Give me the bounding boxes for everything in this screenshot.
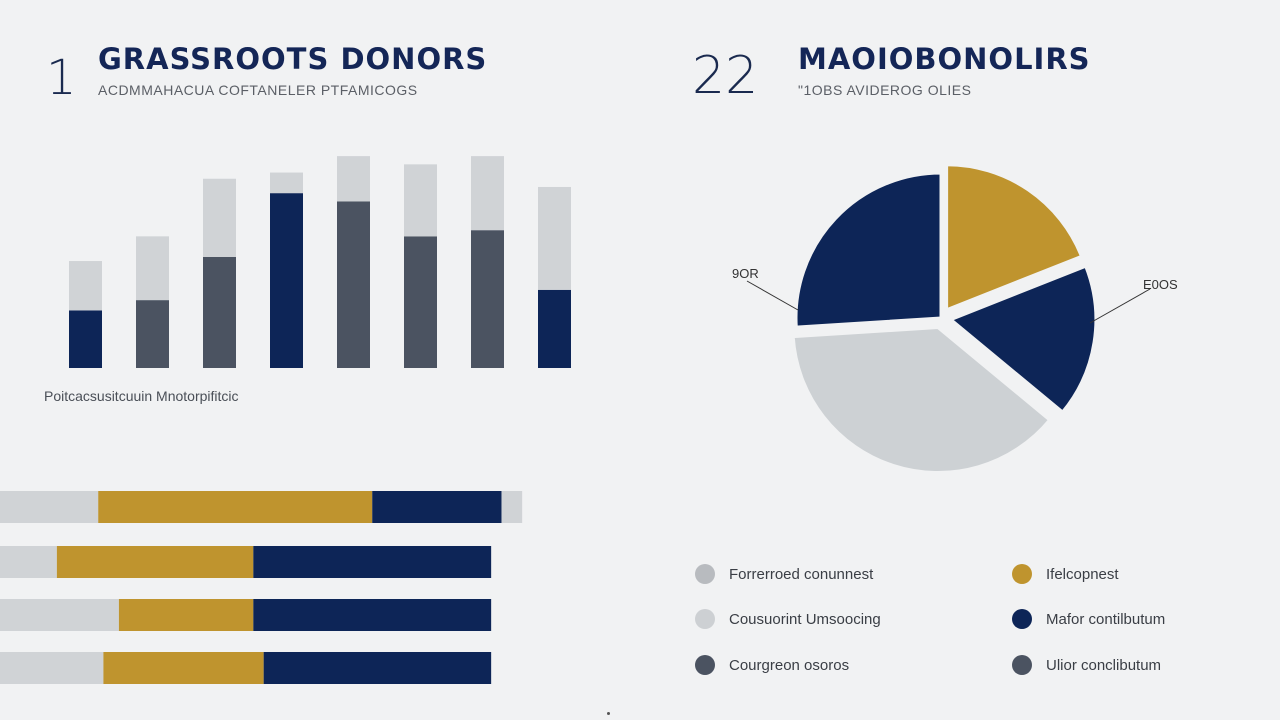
- panel1-number: 1: [46, 50, 77, 106]
- legend-swatch-3: [1012, 609, 1032, 629]
- hbar-segment: [0, 599, 119, 631]
- legend-item: Ulior conclibutum: [1012, 655, 1161, 675]
- legend-swatch-2: [695, 609, 715, 629]
- hbar-segment: [56, 546, 254, 578]
- hbar-segment: [98, 491, 373, 523]
- pie-label-left: 9OR: [732, 266, 759, 281]
- pie-slice: [791, 325, 1052, 475]
- horizontal-bar-chart: [0, 491, 523, 684]
- hbar-segment: [372, 491, 502, 523]
- bar-segment-upper: [337, 156, 370, 202]
- hbar-segment: [253, 599, 492, 631]
- bar-segment-lower: [136, 300, 169, 368]
- legend-item: Courgreon osoros: [695, 655, 849, 675]
- bar-segment-upper: [538, 186, 571, 290]
- bar-segment-upper: [203, 178, 236, 257]
- bar-segment-upper: [471, 156, 504, 231]
- legend-item: Cousuorint Umsoocing: [695, 609, 881, 629]
- panel1-subtitle: ACDMMAHACUA COFTANELER PTFAMICOGS: [98, 82, 418, 98]
- panel2-title: MAOIOBONOLIRS: [798, 42, 1091, 76]
- hbar-segment: [501, 491, 523, 523]
- legend-swatch-1: [1012, 564, 1032, 584]
- bar-segment-lower: [203, 256, 236, 368]
- vertical-bar-chart: [69, 156, 571, 368]
- legend-item: Forrerroed conunnest: [695, 564, 873, 584]
- bar-segment-lower: [337, 201, 370, 368]
- hbar-segment: [253, 546, 492, 578]
- panel1-title: GRASSROOTS DONORS: [98, 42, 488, 76]
- bar-segment-upper: [69, 261, 102, 311]
- legend-label: Courgreon osoros: [729, 656, 850, 674]
- pie-slice: [794, 171, 943, 329]
- pie-leader-right: [1089, 288, 1151, 324]
- legend-label: Mafor contilbutum: [1046, 610, 1166, 628]
- legend-label: Cousuorint Umsoocing: [729, 610, 881, 628]
- bar-segment-lower: [538, 289, 571, 368]
- legend-item: Mafor contilbutum: [1012, 609, 1165, 629]
- bar-segment-lower: [270, 193, 303, 368]
- bar-segment-lower: [69, 310, 102, 368]
- bar-segment-upper: [404, 164, 437, 237]
- legend-item: Ifelcopnest: [1012, 564, 1119, 584]
- pie-leader-left: [746, 280, 799, 311]
- bar-segment-lower: [471, 230, 504, 368]
- page-indicator-dot: [607, 712, 610, 715]
- hbar-segment: [263, 652, 492, 684]
- pie-slice: [947, 264, 1098, 415]
- hbar-segment: [103, 652, 264, 684]
- panel2-subtitle: "1OBS AVIDEROG OLIES: [798, 82, 972, 98]
- bar-chart-caption: Poitcacsusitcuuin Mnotorpifitcic: [44, 388, 239, 404]
- hbar-segment: [0, 652, 104, 684]
- legend-label: Ifelcopnest: [1046, 565, 1119, 583]
- hbar-segment: [0, 491, 99, 523]
- bar-segment-lower: [404, 236, 437, 368]
- legend-swatch-5: [1012, 655, 1032, 675]
- hbar-segment: [118, 599, 254, 631]
- legend-swatch-4: [695, 655, 715, 675]
- bar-segment-upper: [136, 236, 169, 301]
- pie-label-right: E0OS: [1143, 277, 1178, 292]
- legend-label: Forrerroed conunnest: [729, 565, 874, 583]
- bar-segment-upper: [270, 172, 303, 194]
- hbar-segment: [0, 546, 57, 578]
- legend-label: Ulior conclibutum: [1046, 656, 1162, 674]
- pie-slice: [945, 163, 1084, 312]
- pie-chart: [791, 163, 1098, 475]
- legend-swatch-0: [695, 564, 715, 584]
- panel2-number: 22: [692, 46, 759, 106]
